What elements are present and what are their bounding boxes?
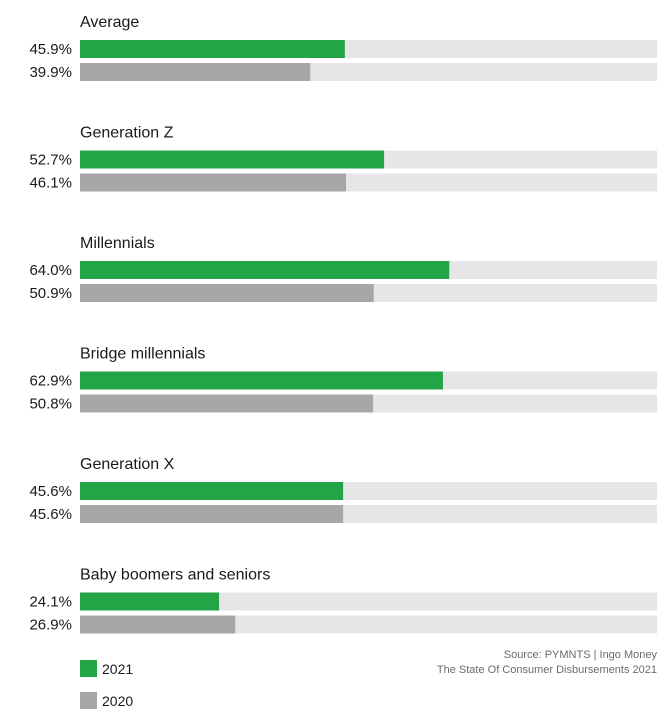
value-label-2020: 46.1% — [29, 175, 72, 192]
bar-2021 — [80, 371, 443, 390]
value-label-2021: 62.9% — [29, 373, 72, 390]
source-line-1: Source: PYMNTS | Ingo Money — [503, 649, 657, 661]
legend-label-2020: 2020 — [102, 692, 134, 709]
value-label-2020: 50.9% — [29, 285, 72, 302]
value-label-2021: 52.7% — [29, 152, 72, 169]
legend-label-2021: 2021 — [102, 660, 134, 677]
bar-2021 — [80, 261, 450, 279]
category-label: Average — [80, 14, 139, 31]
legend-swatch-2020 — [80, 692, 97, 709]
category-group-generation-z: Generation Z 52.7% 46.1% — [29, 125, 657, 192]
category-label: Bridge millennials — [80, 346, 205, 363]
value-label-2020: 26.9% — [29, 617, 72, 634]
source-note: Source: PYMNTS | Ingo Money The State Of… — [257, 648, 657, 678]
bar-2020 — [80, 173, 346, 192]
bar-2021 — [80, 482, 344, 500]
source-line-2: The State Of Consumer Disbursements 2021 — [436, 664, 657, 676]
category-label: Generation X — [80, 456, 175, 473]
bar-2021 — [80, 150, 385, 169]
value-label-2020: 39.9% — [29, 64, 72, 81]
category-group-baby-boomers-and-seniors: Baby boomers and seniors 24.1% 26.9% — [29, 567, 657, 634]
category-group-generation-x: Generation X 45.6% 45.6% — [29, 456, 657, 523]
bar-2020 — [80, 284, 374, 302]
bar-2020 — [80, 615, 236, 634]
bar-2021 — [80, 592, 220, 611]
bar-2020 — [80, 63, 311, 81]
category-group-bridge-millennials: Bridge millennials 62.9% 50.8% — [29, 346, 657, 413]
bar-chart: Average 45.9% 39.9% Generation Z 52.7% 46.1% M… — [29, 14, 657, 634]
legend-item-2021: 2021 — [80, 660, 133, 677]
legend-item-2020: 2020 — [80, 692, 133, 709]
category-label: Generation Z — [80, 125, 174, 142]
value-label-2021: 64.0% — [29, 262, 72, 279]
bar-2020 — [80, 505, 344, 523]
bar-2021 — [80, 40, 345, 58]
category-label: Baby boomers and seniors — [80, 567, 270, 584]
legend-swatch-2021 — [80, 660, 97, 677]
value-label-2020: 50.8% — [29, 396, 72, 413]
bar-track — [80, 592, 657, 611]
value-label-2021: 45.9% — [29, 41, 72, 58]
category-group-millennials: Millennials 64.0% 50.9% — [29, 235, 657, 302]
value-label-2021: 45.6% — [29, 483, 72, 500]
category-label: Millennials — [80, 235, 155, 252]
category-group-average: Average 45.9% 39.9% — [29, 14, 657, 81]
value-label-2020: 45.6% — [29, 506, 72, 523]
bar-2020 — [80, 394, 374, 413]
value-label-2021: 24.1% — [29, 594, 72, 611]
